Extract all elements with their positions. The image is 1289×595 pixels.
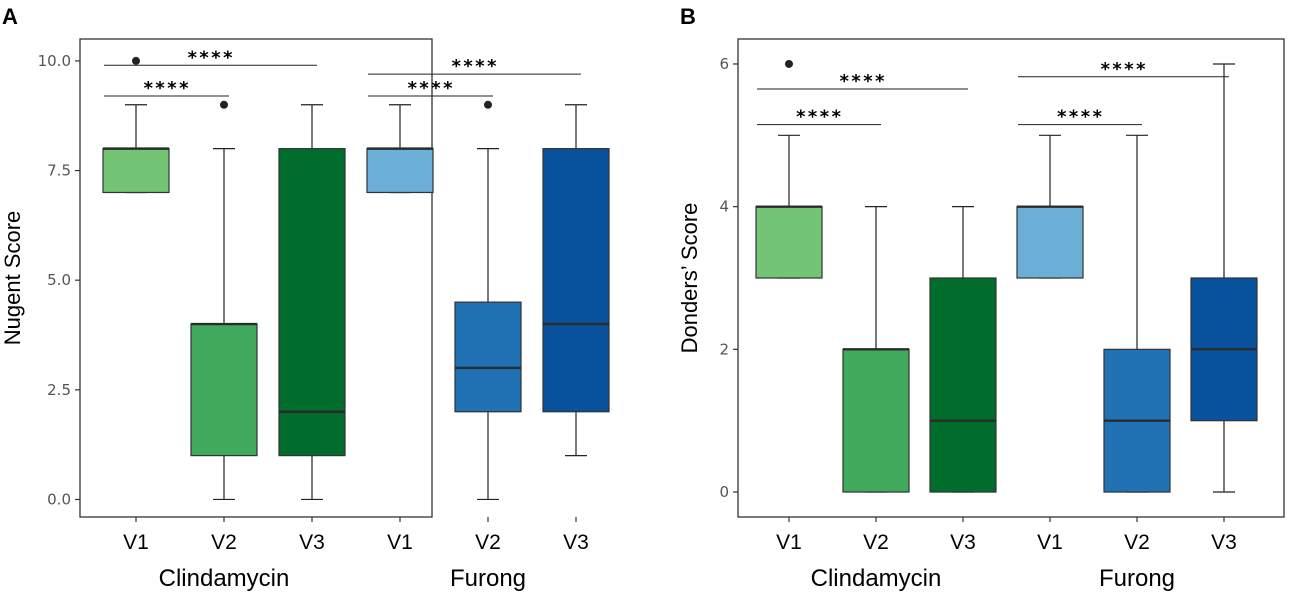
y-tick-label: 5.0 (47, 271, 71, 289)
box (102, 148, 170, 194)
outlier-point (484, 100, 492, 109)
box-plot (1103, 134, 1171, 493)
outlier-point (220, 100, 228, 109)
box-plot (190, 100, 258, 501)
plot-frame (79, 38, 433, 518)
box (454, 301, 522, 413)
group-label: Furong (450, 565, 526, 592)
box-plot (278, 104, 346, 501)
significance-label: **** (143, 78, 190, 99)
y-tick-label: 6 (719, 55, 729, 73)
significance-label: **** (1056, 107, 1103, 128)
box-plot (929, 206, 997, 493)
box (190, 323, 258, 457)
y-tick-label: 0 (719, 483, 729, 501)
y-axis-label: Nugent Score (0, 211, 25, 346)
group-label: Clindamycin (811, 565, 942, 592)
x-tick-label: V2 (211, 531, 237, 554)
outlier-point (132, 56, 140, 65)
box (929, 277, 997, 493)
y-tick-label: 2 (719, 340, 729, 358)
x-tick-label: V1 (1037, 531, 1063, 554)
x-tick-label: V1 (123, 531, 149, 554)
significance-label: **** (839, 71, 886, 92)
y-tick-label: 7.5 (47, 162, 71, 180)
box (842, 348, 910, 493)
significance-label: **** (795, 107, 842, 128)
x-tick-label: V3 (950, 531, 976, 554)
box-plot (542, 104, 610, 457)
significance-label: **** (187, 47, 234, 68)
y-axis-label: Donders’ Score (677, 203, 702, 354)
panel-b: B 0 2 4 6 Donders’ Score V1 V2 V3 V1 V2 V3 Clindamyc… (677, 4, 1285, 592)
box (366, 148, 434, 194)
group-label: Clindamycin (159, 565, 290, 592)
box (278, 148, 346, 457)
outlier-point (785, 59, 793, 68)
x-tick-label: V3 (299, 531, 325, 554)
x-tick-label: V2 (1124, 531, 1150, 554)
box-plot (454, 100, 522, 501)
significance-label: **** (407, 78, 454, 99)
y-tick-label: 2.5 (47, 381, 71, 399)
panel-a: A 0.0 2.5 5.0 7.5 10.0 Nugent Score V1 V2 V3 V1 V2 V… (0, 4, 610, 592)
x-tick-label: V3 (1211, 531, 1237, 554)
box-plot (755, 59, 823, 279)
box (1016, 206, 1084, 279)
x-tick-label: V2 (863, 531, 889, 554)
significance-label: **** (1100, 59, 1147, 80)
y-tick-label: 4 (719, 198, 729, 216)
y-tick-label: 10.0 (38, 52, 71, 70)
box-plot (366, 104, 434, 194)
x-tick-label: V1 (776, 531, 802, 554)
group-label: Furong (1099, 565, 1175, 592)
box-plot (102, 56, 170, 194)
box (542, 148, 610, 413)
box-plot (842, 206, 910, 493)
panel-label: A (2, 4, 18, 29)
y-tick-label: 0.0 (47, 490, 71, 508)
box-plot (1016, 134, 1084, 279)
plot-frame (737, 38, 1285, 518)
panel-label: B (680, 4, 696, 29)
significance-label: **** (451, 56, 498, 77)
box-plot (1190, 63, 1258, 493)
x-tick-label: V2 (475, 531, 501, 554)
x-tick-label: V1 (387, 531, 413, 554)
x-tick-label: V3 (563, 531, 589, 554)
box (755, 206, 823, 279)
